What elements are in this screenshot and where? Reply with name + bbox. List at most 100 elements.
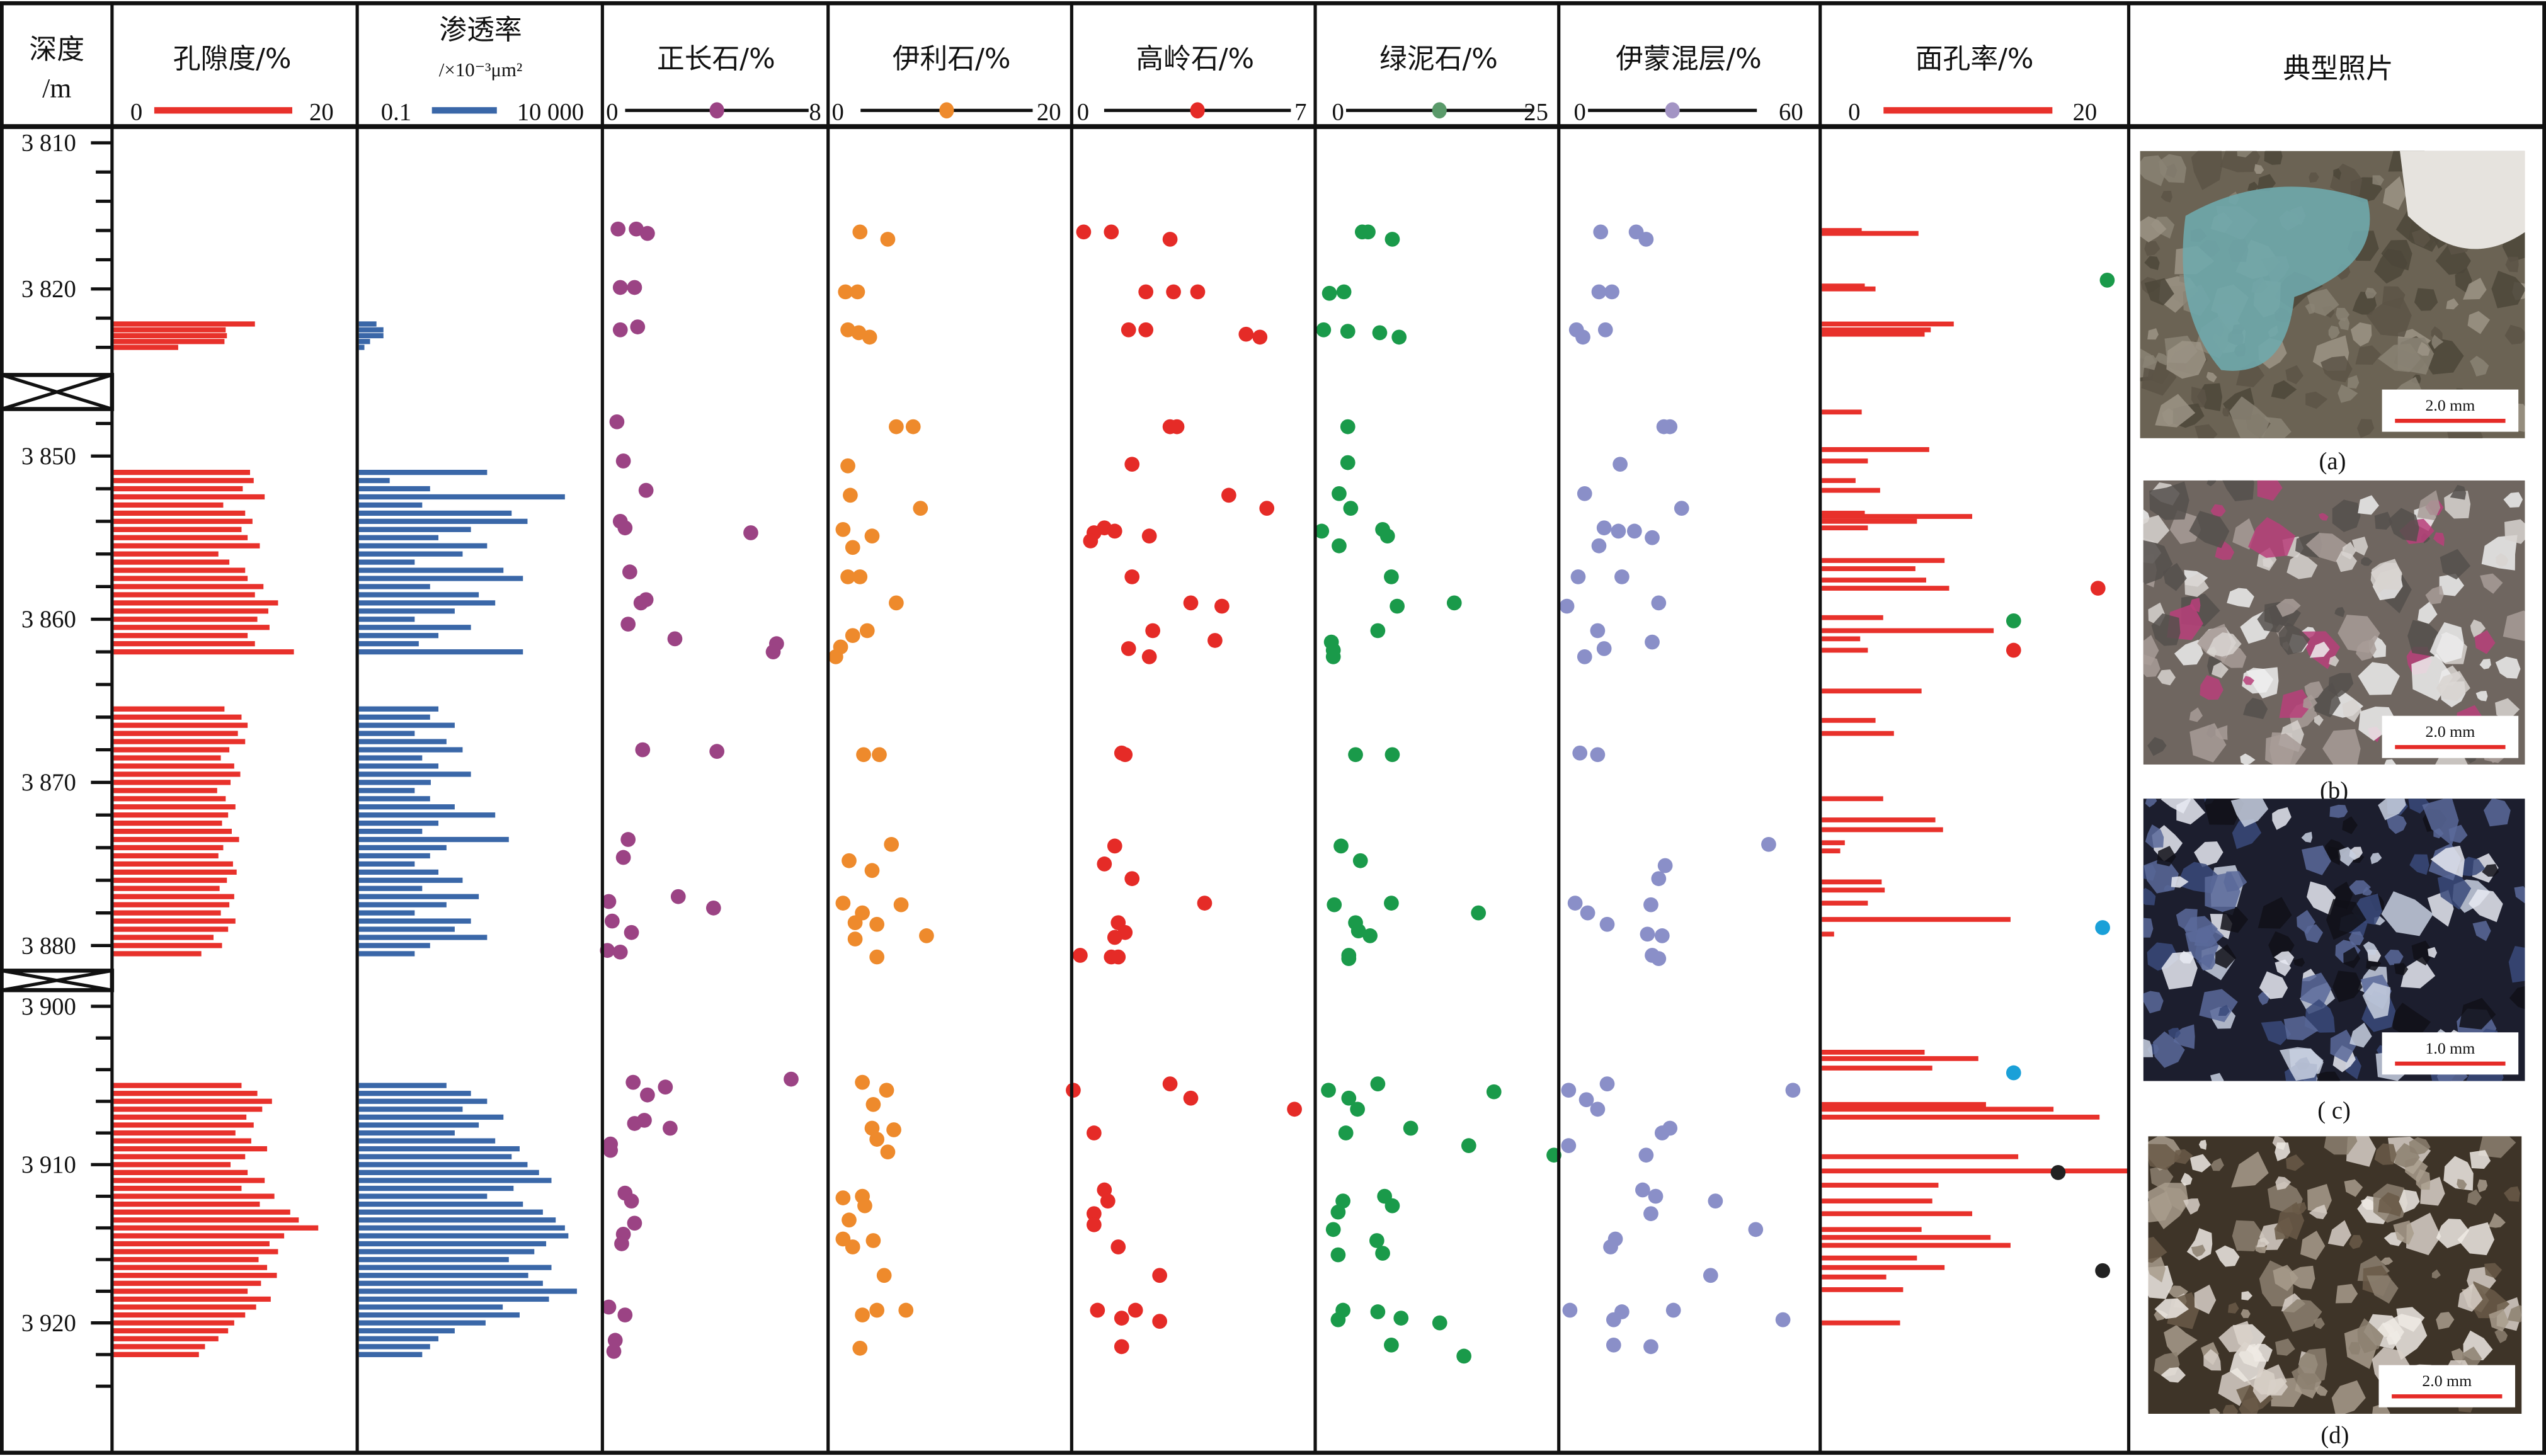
porosity-bar — [113, 327, 226, 333]
mineral-grain — [2194, 841, 2223, 867]
permeability-bar — [358, 584, 430, 589]
mineral-grain — [2313, 1317, 2325, 1329]
orthoclase-point — [743, 525, 758, 540]
chlorite-point — [1384, 896, 1399, 911]
porosity-bar — [113, 333, 227, 339]
mineral-grain — [2451, 1348, 2466, 1365]
chlorite-point — [1333, 838, 1349, 854]
areal-porosity-bar — [1822, 1235, 1991, 1240]
areal-porosity-bar — [1822, 321, 1954, 327]
mineral-grain — [2289, 1265, 2315, 1290]
illite-point — [905, 419, 921, 435]
chlorite-point — [1325, 1222, 1341, 1237]
porosity-bar — [113, 714, 242, 720]
permeability-bar — [358, 706, 439, 712]
mineral-grain — [2342, 698, 2362, 722]
mineral-grain — [2393, 1220, 2414, 1245]
permeability-bar — [358, 344, 365, 350]
mineral-grain — [2503, 1186, 2520, 1202]
chlorite-point — [1322, 285, 1337, 301]
porosity-bar — [113, 1288, 248, 1294]
illite_smectite-point — [1665, 1302, 1681, 1318]
mineral-grain — [2437, 872, 2472, 910]
porosity-bar — [113, 600, 278, 606]
orthoclase-point — [612, 944, 628, 960]
mineral-grain — [2275, 1338, 2295, 1356]
mineral-grain — [2338, 846, 2357, 867]
areal-porosity-bar — [1822, 566, 1915, 571]
mineral-grain — [2504, 519, 2525, 544]
areal-porosity-bar — [1822, 1287, 1904, 1292]
mineral-grain — [2341, 542, 2356, 560]
permeability-bar — [358, 739, 447, 744]
permeability-bar — [358, 1288, 577, 1294]
permeability-bar — [358, 821, 439, 826]
orthoclase-point — [610, 221, 626, 237]
mineral-grain — [2257, 174, 2276, 191]
mineral-grain — [2414, 288, 2438, 311]
mineral-grain — [2206, 632, 2242, 657]
mineral-grain — [2189, 598, 2201, 613]
mineral-grain — [2329, 656, 2339, 667]
mineral-grain — [2481, 535, 2518, 571]
mineral-grain — [2358, 495, 2380, 515]
mineral-grain — [2484, 799, 2511, 827]
mineral-grain — [2304, 924, 2324, 943]
chlorite-point — [1384, 569, 1399, 584]
permeability-bar — [358, 600, 496, 606]
mineral-grain — [2475, 690, 2488, 702]
porosity-bar — [113, 755, 221, 761]
photo-b: 2.0 mm(b) — [2143, 480, 2525, 804]
kaolinite-point — [1083, 533, 1099, 549]
porosity-bar — [113, 943, 222, 948]
mineral-grain — [2384, 759, 2396, 765]
mineral-grain — [2307, 1184, 2332, 1214]
mineral-grain — [2223, 1404, 2239, 1414]
mineral-grain — [2409, 854, 2429, 875]
mineral-grain — [2259, 971, 2288, 999]
chlorite-point — [1338, 1125, 1354, 1140]
mineral-grain — [2357, 1318, 2384, 1353]
chlorite-point — [1370, 1076, 1386, 1091]
photo-sample-marker — [2006, 613, 2021, 628]
illite_smectite-point — [1645, 634, 1660, 650]
areal-porosity-bar — [1822, 525, 1868, 531]
mineral-grain — [2429, 622, 2464, 663]
permeability-bar — [358, 1336, 439, 1341]
orthoclase-point — [663, 1120, 678, 1136]
illite_smectite-point — [1606, 1312, 1621, 1328]
porosity-bar — [113, 649, 294, 655]
areal-porosity-bar — [1822, 887, 1885, 893]
mineral-grain — [2145, 824, 2164, 848]
illite-point — [898, 1302, 914, 1318]
mineral-grain — [2470, 1281, 2510, 1319]
photo-image — [2148, 1136, 2522, 1414]
photo-sample-marker — [2095, 920, 2110, 935]
mineral-grain — [2154, 1309, 2169, 1321]
kaolinite-point — [1107, 523, 1122, 539]
permeability-bar — [358, 1209, 543, 1215]
permeability-bar — [358, 1130, 455, 1136]
areal-porosity-legend-bar — [1883, 107, 2053, 114]
mineral-grain — [2148, 1237, 2167, 1263]
permeability-bar — [358, 747, 463, 753]
porosity-bar — [113, 771, 241, 777]
mineral-grain — [2349, 1234, 2363, 1249]
mineral-grain — [2286, 553, 2318, 579]
kaolinite-point — [1169, 419, 1185, 435]
mineral-grain — [2372, 175, 2384, 186]
kaolinite-point — [1110, 1239, 1126, 1254]
illite_smectite-point — [1575, 329, 1590, 345]
chlorite-point — [1336, 284, 1352, 300]
illite-legend-dot — [939, 102, 954, 119]
illite_smectite-point — [1597, 322, 1613, 338]
porosity-bar — [113, 894, 234, 899]
kaolinite-point — [1124, 871, 1140, 887]
mineral-grain — [2394, 963, 2409, 975]
mineral-grain — [2305, 533, 2348, 562]
porosity-bar — [113, 1273, 277, 1278]
permeability-bar — [358, 486, 430, 492]
orthoclase-point — [638, 482, 654, 498]
orthoclase-point — [620, 832, 636, 847]
mineral-grain — [2365, 287, 2377, 299]
